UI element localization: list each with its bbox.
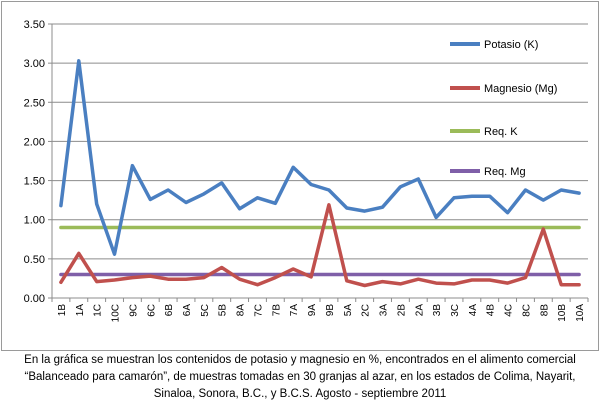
- x-tick-label: 4B: [486, 304, 497, 317]
- caption-line-2: “Balanceado para camarón”, de muestras t…: [24, 371, 576, 383]
- y-tick-label: 0.00: [24, 293, 45, 305]
- x-tick-label: 5A: [343, 304, 354, 317]
- y-tick-label: 2.00: [24, 136, 45, 148]
- x-tick-label: 5B: [218, 304, 229, 317]
- x-tick-label: 2B: [396, 304, 407, 317]
- x-tick-label: 8A: [236, 304, 247, 317]
- x-tick-label: 1B: [57, 304, 68, 317]
- x-tick-label: 1A: [75, 304, 86, 317]
- y-tick-label: 2.50: [24, 97, 45, 109]
- x-tick-label: 8C: [521, 304, 532, 317]
- x-tick-label: 3B: [432, 304, 443, 317]
- chart-frame: 0.00 0.50 1.00 1.50 2.00 2.50 3.00 3.50 1B 1A 1C 1…: [1, 1, 599, 351]
- x-tick-label: 3A: [379, 304, 390, 317]
- legend-label-3: Req. Mg: [484, 166, 526, 178]
- x-tick-label: 1C: [93, 304, 104, 317]
- x-tick-label: 9C: [128, 304, 139, 317]
- legend-label-2: Req. K: [484, 126, 518, 138]
- x-tick-label: 5C: [200, 304, 211, 317]
- x-tick-label: 7A: [289, 304, 300, 317]
- series-line-1: [59, 203, 581, 288]
- x-tick-label: 7B: [271, 304, 282, 317]
- y-tick-label: 1.50: [24, 176, 45, 188]
- series-lines: [59, 59, 581, 288]
- x-tick-label: 9B: [325, 304, 336, 317]
- line-chart: 0.000.501.001.502.002.503.003.50 1B 1A 1C 1…: [24, 19, 589, 322]
- x-axis: 1B 1A 1C 10C 9C 6C 6B 6A 5C 5B 8A 7C 7B 7A 9A 9B 5A 2C 3A 2…: [51, 297, 589, 322]
- y-tick-label: 3.00: [24, 58, 45, 70]
- y-axis: 0.00 0.50 1.00 1.50 2.00 2.50 3.00 3.50: [24, 19, 53, 305]
- x-tick-label: 2A: [414, 304, 425, 317]
- x-tick-label: 2C: [361, 304, 372, 317]
- legend-label-1: Magnesio (Mg): [484, 83, 557, 95]
- x-tick-label: 6A: [182, 304, 193, 317]
- x-tick-label: 4A: [468, 304, 479, 317]
- y-tick-label: 1.00: [24, 215, 45, 227]
- chart-caption: En la gráfica se muestran los contenidos…: [0, 352, 600, 403]
- x-tick-label: 7C: [253, 304, 264, 317]
- caption-line-1: En la gráfica se muestran los contenidos…: [24, 354, 576, 366]
- x-tick-label: 10C: [111, 304, 122, 322]
- x-tick-label: 8B: [539, 304, 550, 317]
- y-tick-label: 3.50: [24, 19, 45, 31]
- x-tick-label: 10B: [557, 304, 568, 322]
- gridlines: [52, 23, 588, 260]
- caption-line-3: Sinaloa, Sonora, B.C., y B.C.S. Agosto -…: [153, 388, 447, 400]
- x-tick-label: 4C: [504, 304, 515, 317]
- y-tick-label: 0.50: [24, 254, 45, 266]
- x-tick-label: 3C: [450, 304, 461, 317]
- x-tick-label: 9A: [307, 304, 318, 317]
- x-tick-label: 10A: [575, 304, 586, 322]
- legend-label-0: Potasio (K): [484, 39, 538, 51]
- x-tick-label: 6C: [146, 304, 157, 317]
- x-tick-label: 6B: [164, 304, 175, 317]
- series-line-0: [59, 59, 581, 256]
- legend: Potasio (K) Magnesio (Mg) Req. K Req. Mg: [450, 39, 557, 178]
